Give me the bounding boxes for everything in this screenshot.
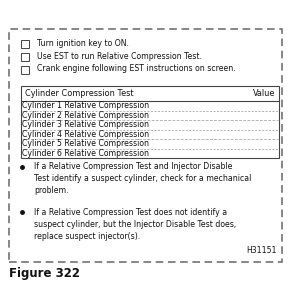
Text: Cylinder 4 Relative Compression: Cylinder 4 Relative Compression: [22, 130, 149, 139]
Text: Turn ignition key to ON.: Turn ignition key to ON.: [37, 39, 129, 48]
Bar: [21, 66, 29, 74]
Text: Cylinder 5 Relative Compression: Cylinder 5 Relative Compression: [22, 139, 149, 148]
Text: Cylinder 6 Relative Compression: Cylinder 6 Relative Compression: [22, 149, 149, 158]
Text: Cylinder 1 Relative Compression: Cylinder 1 Relative Compression: [22, 101, 149, 110]
Text: Cylinder 3 Relative Compression: Cylinder 3 Relative Compression: [22, 121, 149, 129]
Text: Crank engine following EST instructions on screen.: Crank engine following EST instructions …: [37, 64, 235, 74]
FancyBboxPatch shape: [21, 86, 279, 158]
Bar: [21, 53, 29, 61]
Text: H31151: H31151: [246, 246, 276, 255]
Text: Value: Value: [253, 89, 275, 98]
Text: Use EST to run Relative Compression Test.: Use EST to run Relative Compression Test…: [37, 52, 202, 61]
Text: Figure 322: Figure 322: [9, 267, 80, 280]
Text: If a Relative Compression Test does not identify a
suspect cylinder, but the Inj: If a Relative Compression Test does not …: [34, 208, 236, 241]
Bar: [21, 40, 29, 48]
FancyBboxPatch shape: [9, 28, 282, 262]
Text: Cylinder 2 Relative Compression: Cylinder 2 Relative Compression: [22, 111, 149, 120]
Text: If a Relative Compression Test and Injector Disable
Test identify a suspect cyli: If a Relative Compression Test and Injec…: [34, 162, 251, 195]
Text: Cylinder Compression Test: Cylinder Compression Test: [25, 89, 133, 98]
